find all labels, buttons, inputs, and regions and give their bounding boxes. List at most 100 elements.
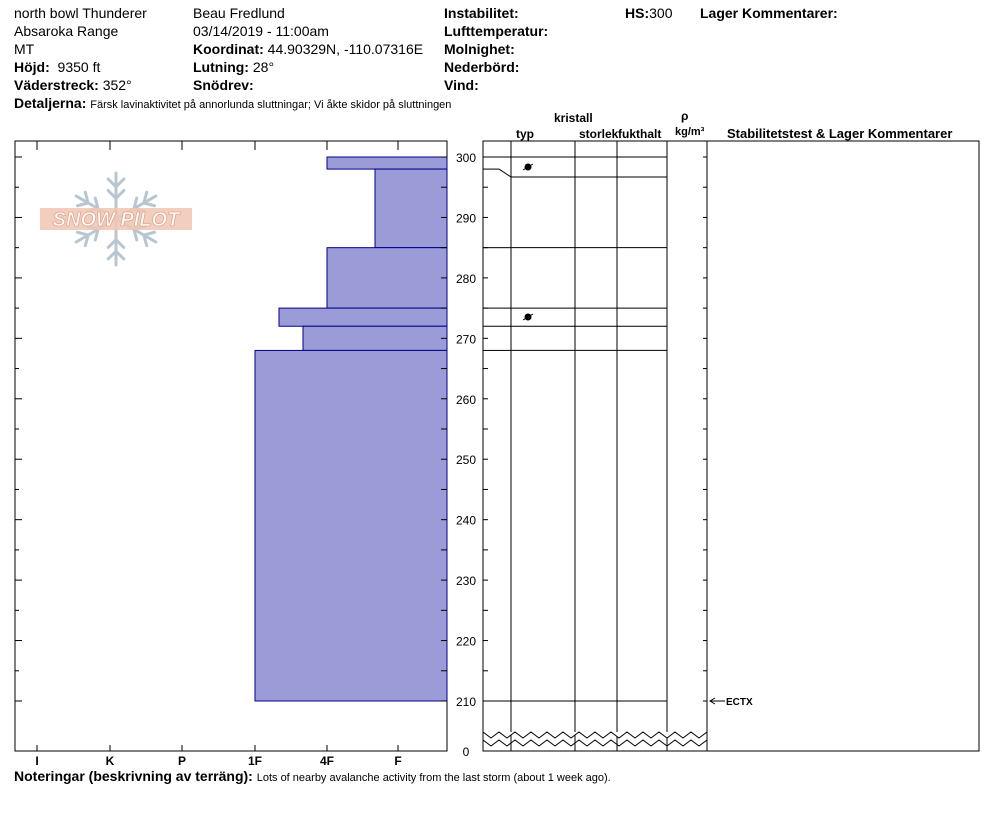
- x-category-label: F: [394, 754, 401, 768]
- state-name: MT: [14, 41, 35, 57]
- y-tick-label: 290: [456, 211, 476, 225]
- elevation: Höjd: 9350 ft: [14, 59, 100, 75]
- moisture-header: fukthalt: [618, 127, 662, 141]
- elevation-label: Höjd:: [14, 59, 50, 75]
- snowflake-branch: [142, 230, 157, 237]
- location-name: north bowl Thunderer: [14, 5, 147, 21]
- y-tick-label: 220: [456, 635, 476, 649]
- aspect-value: 352°: [102, 77, 132, 93]
- size-header: storlek: [579, 127, 619, 141]
- x-category-label: K: [106, 754, 115, 768]
- stability-test-label: ECTX: [726, 697, 753, 708]
- details-value: Färsk lavinaktivitet på annorlunda slutt…: [90, 99, 452, 111]
- coord-label: Koordinat:: [193, 41, 264, 57]
- logo-text: SNOW PILOT: [53, 209, 181, 231]
- layer-boundary-connector: [498, 168, 512, 178]
- snowflake-branch: [114, 177, 126, 189]
- x-axis-categories: I K P 1F 4F F: [35, 754, 401, 768]
- grain-symbol-stroke: [522, 313, 534, 321]
- hardness-bar: [302, 325, 448, 351]
- snowflake-branch: [132, 227, 139, 242]
- snowflake-branch: [114, 238, 126, 249]
- elevation-value: 9350 ft: [57, 59, 101, 75]
- hardness-bars: [254, 156, 448, 702]
- snowflake-branch: [106, 189, 118, 200]
- snowflake-branch: [132, 196, 139, 211]
- y-tick-label: 230: [456, 574, 476, 588]
- hardness-bar: [374, 168, 448, 249]
- snowpilot-logo: SNOW PILOT: [40, 171, 192, 267]
- details: Detaljerna: Färsk lavinaktivitet på anno…: [14, 95, 451, 113]
- y-tick-label: 270: [456, 332, 476, 346]
- hardness-bar: [278, 307, 448, 327]
- slope: Lutning: 28°: [193, 59, 274, 75]
- aspect-label: Väderstreck:: [14, 77, 99, 93]
- snow-height: HS:300: [625, 5, 672, 21]
- notes-label: Noteringar (beskrivning av terräng):: [14, 768, 253, 784]
- stability-test-marker: ECTX: [709, 697, 753, 708]
- right-ticks: [483, 156, 707, 702]
- cloud-label: Molnighet:: [444, 41, 515, 57]
- observation-datetime: 03/14/2019 - 11:00am: [193, 23, 329, 39]
- hs-label: HS:: [625, 5, 650, 21]
- snowflake-branch: [114, 189, 126, 200]
- wind-label: Vind:: [444, 77, 479, 93]
- crystal-header: kristall: [554, 111, 593, 125]
- left-ticks: [15, 141, 447, 751]
- layer-lines: [483, 156, 667, 702]
- aspect: Väderstreck: 352°: [14, 77, 132, 93]
- instability-label: Instabilitet:: [444, 5, 519, 21]
- snowflake-branch: [142, 190, 149, 205]
- slope-label: Lutning:: [193, 59, 249, 75]
- hardness-bar: [254, 349, 448, 702]
- snowflake-branch: [106, 177, 118, 189]
- y-tick-label: 300: [456, 151, 476, 165]
- snowflake-branch: [106, 249, 118, 261]
- details-label: Detaljerna:: [14, 95, 87, 111]
- hardness-bar: [326, 247, 448, 309]
- coord-value: 44.90329N, -110.07316E: [267, 41, 424, 57]
- snowflake-branch: [75, 230, 90, 237]
- blowing-snow-label: Snödrev:: [193, 77, 254, 93]
- y-tick-label: 0: [463, 745, 470, 759]
- snowflake-branch: [93, 196, 100, 211]
- layer-comments-label: Lager Kommentarer:: [700, 5, 838, 21]
- hardness-bar: [326, 156, 448, 170]
- snowflake-branch: [114, 249, 126, 261]
- axis-break-zigzag-lower: [482, 739, 708, 747]
- observer-name: Beau Fredlund: [193, 5, 285, 21]
- grain-symbols: [522, 163, 534, 321]
- type-header: typ: [516, 127, 534, 141]
- air-temp-label: Lufttemperatur:: [444, 23, 549, 39]
- snowflake-branch: [83, 233, 90, 248]
- snowflake-branch: [142, 201, 157, 208]
- density-unit-header: kg/m³: [675, 126, 705, 138]
- hs-value: 300: [649, 5, 673, 21]
- rho-header: ρ: [681, 109, 689, 123]
- y-tick-label: 280: [456, 272, 476, 286]
- x-category-label: 1F: [248, 754, 262, 768]
- slope-value: 28°: [252, 59, 275, 75]
- notes-value: Lots of nearby avalanche activity from t…: [256, 772, 611, 784]
- notes: Noteringar (beskrivning av terräng): Lot…: [14, 768, 611, 786]
- x-category-label: 4F: [320, 754, 334, 768]
- y-tick-label: 240: [456, 514, 476, 528]
- layer-table-frame: [482, 140, 980, 752]
- snowflake-branch: [75, 201, 90, 208]
- y-tick-label: 250: [456, 453, 476, 467]
- axis-break-zigzag: [482, 731, 708, 739]
- snowflake-branch: [93, 227, 100, 242]
- snowflake-branch: [83, 190, 90, 205]
- x-category-label: P: [178, 754, 186, 768]
- y-tick-label: 210: [456, 695, 476, 709]
- y-axis-labels: 0 210 220 230 240 250 260 270 280 290 300: [456, 151, 476, 759]
- coordinates: Koordinat: 44.90329N, -110.07316E: [193, 41, 423, 57]
- snowflake-branch: [142, 233, 149, 248]
- y-tick-label: 260: [456, 393, 476, 407]
- range-name: Absaroka Range: [14, 23, 119, 39]
- grain-symbol-stroke: [522, 163, 534, 171]
- x-category-label: I: [35, 754, 38, 768]
- precip-label: Nederbörd:: [444, 59, 520, 75]
- stability-header: Stabilitetstest & Lager Kommentarer: [727, 126, 953, 141]
